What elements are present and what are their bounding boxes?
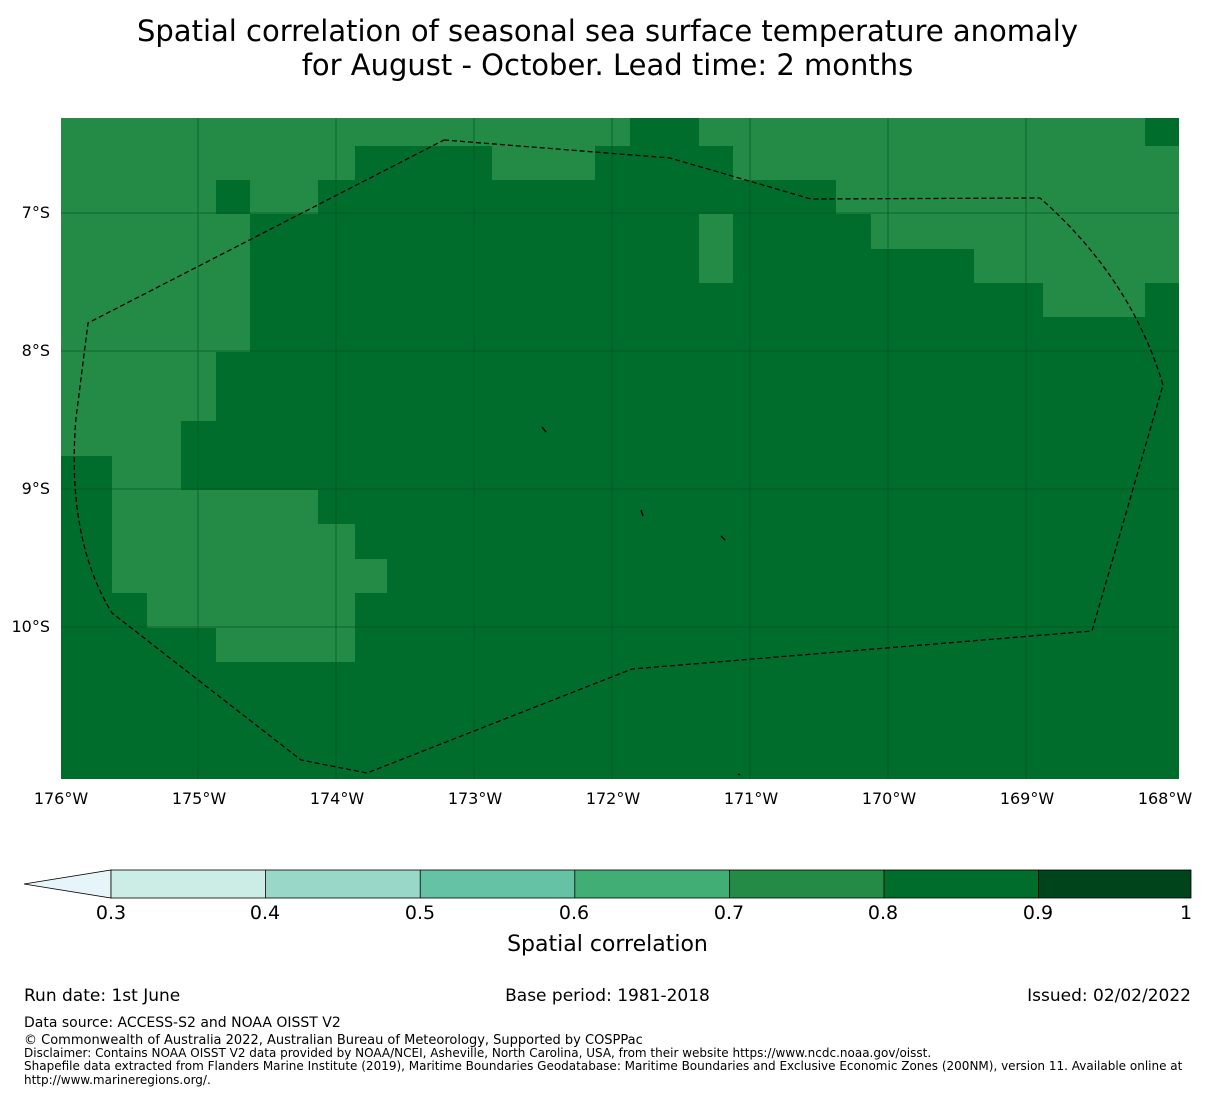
colorbar-bin-0.8-0.9 [884,870,1039,898]
colorbar-dividers [265,870,1039,898]
islands [541,426,741,776]
colorbar-tick-0.3: 0.3 [95,902,127,924]
colorbar-extend-arrow [23,869,112,899]
colorbar-tick-1: 1 [1179,902,1193,924]
shapefile-credit-line-1: Shapefile data extracted from Flanders M… [24,1059,1183,1073]
cell-region-southwest [112,490,387,662]
map-title: Spatial correlation of seasonal sea surf… [0,14,1215,82]
colorbar [22,868,1194,904]
colorbar-tick-0.6: 0.6 [558,902,590,924]
cell-region-top-center [699,118,1179,317]
lon-tick-174w: 174°W [309,789,365,808]
base-period: Base period: 1981-2018 [505,986,710,1006]
title-line-2: for August - October. Lead time: 2 month… [301,48,914,82]
lon-tick-175w: 175°W [171,789,227,808]
colorbar-bin-0.7-0.8 [729,870,884,898]
colorbar-label: Spatial correlation [507,932,708,957]
island-1 [541,426,547,433]
cell-region-col [699,214,733,283]
colorbar-svg [23,869,1192,899]
copyright: © Commonwealth of Australia 2022, Austra… [24,1033,643,1048]
island-4 [737,773,741,776]
shapefile-credit-line-2: http://www.marineregions.org/. [24,1073,211,1087]
colorbar-tick-0.7: 0.7 [713,902,745,924]
colorbar-bin-0.3-0.4 [111,870,266,898]
lon-tick-169w: 169°W [999,789,1055,808]
lon-tick-176w: 176°W [33,789,89,808]
lon-tick-173w: 173°W [447,789,503,808]
colorbar-bin-0.5-0.6 [420,870,575,898]
island-2 [640,509,644,517]
map-gridlines [61,118,1179,779]
lon-tick-171w: 171°W [723,789,779,808]
colorbar-bin-0.4-0.5 [265,870,421,898]
colorbar-tick-0.5: 0.5 [404,902,436,924]
map-svg [61,118,1179,779]
lat-tick-10s: 10°S [11,617,50,636]
data-source: Data source: ACCESS-S2 and NOAA OISST V2 [24,1015,341,1031]
eez-boundary [73,139,1164,774]
run-date: Run date: 1st June [24,986,181,1006]
lat-tick-9s: 9°S [21,479,50,498]
colorbar-tick-0.9: 0.9 [1022,902,1054,924]
lon-tick-172w: 172°W [585,789,641,808]
colorbar-tick-0.8: 0.8 [867,902,899,924]
colorbar-bin-0.9-1 [1038,870,1191,898]
cell-region-islet [492,146,595,180]
cell-region-north [61,118,630,490]
colorbar-tick-0.4: 0.4 [249,902,281,924]
island-3 [720,535,726,541]
disclaimer: Disclaimer: Contains NOAA OISST V2 data … [24,1046,932,1060]
correlation-map [61,118,1179,779]
title-line-1: Spatial correlation of seasonal sea surf… [136,14,1079,48]
lat-tick-7s: 7°S [21,203,50,222]
issued-date: Issued: 02/02/2022 [1027,986,1191,1006]
cells-0.7-0.8 [61,118,1179,662]
colorbar-bin-0.6-0.7 [574,870,730,898]
colorbar-outline [110,869,1192,899]
lon-tick-168w: 168°W [1137,789,1193,808]
lon-tick-170w: 170°W [861,789,917,808]
lat-tick-8s: 8°S [21,341,50,360]
